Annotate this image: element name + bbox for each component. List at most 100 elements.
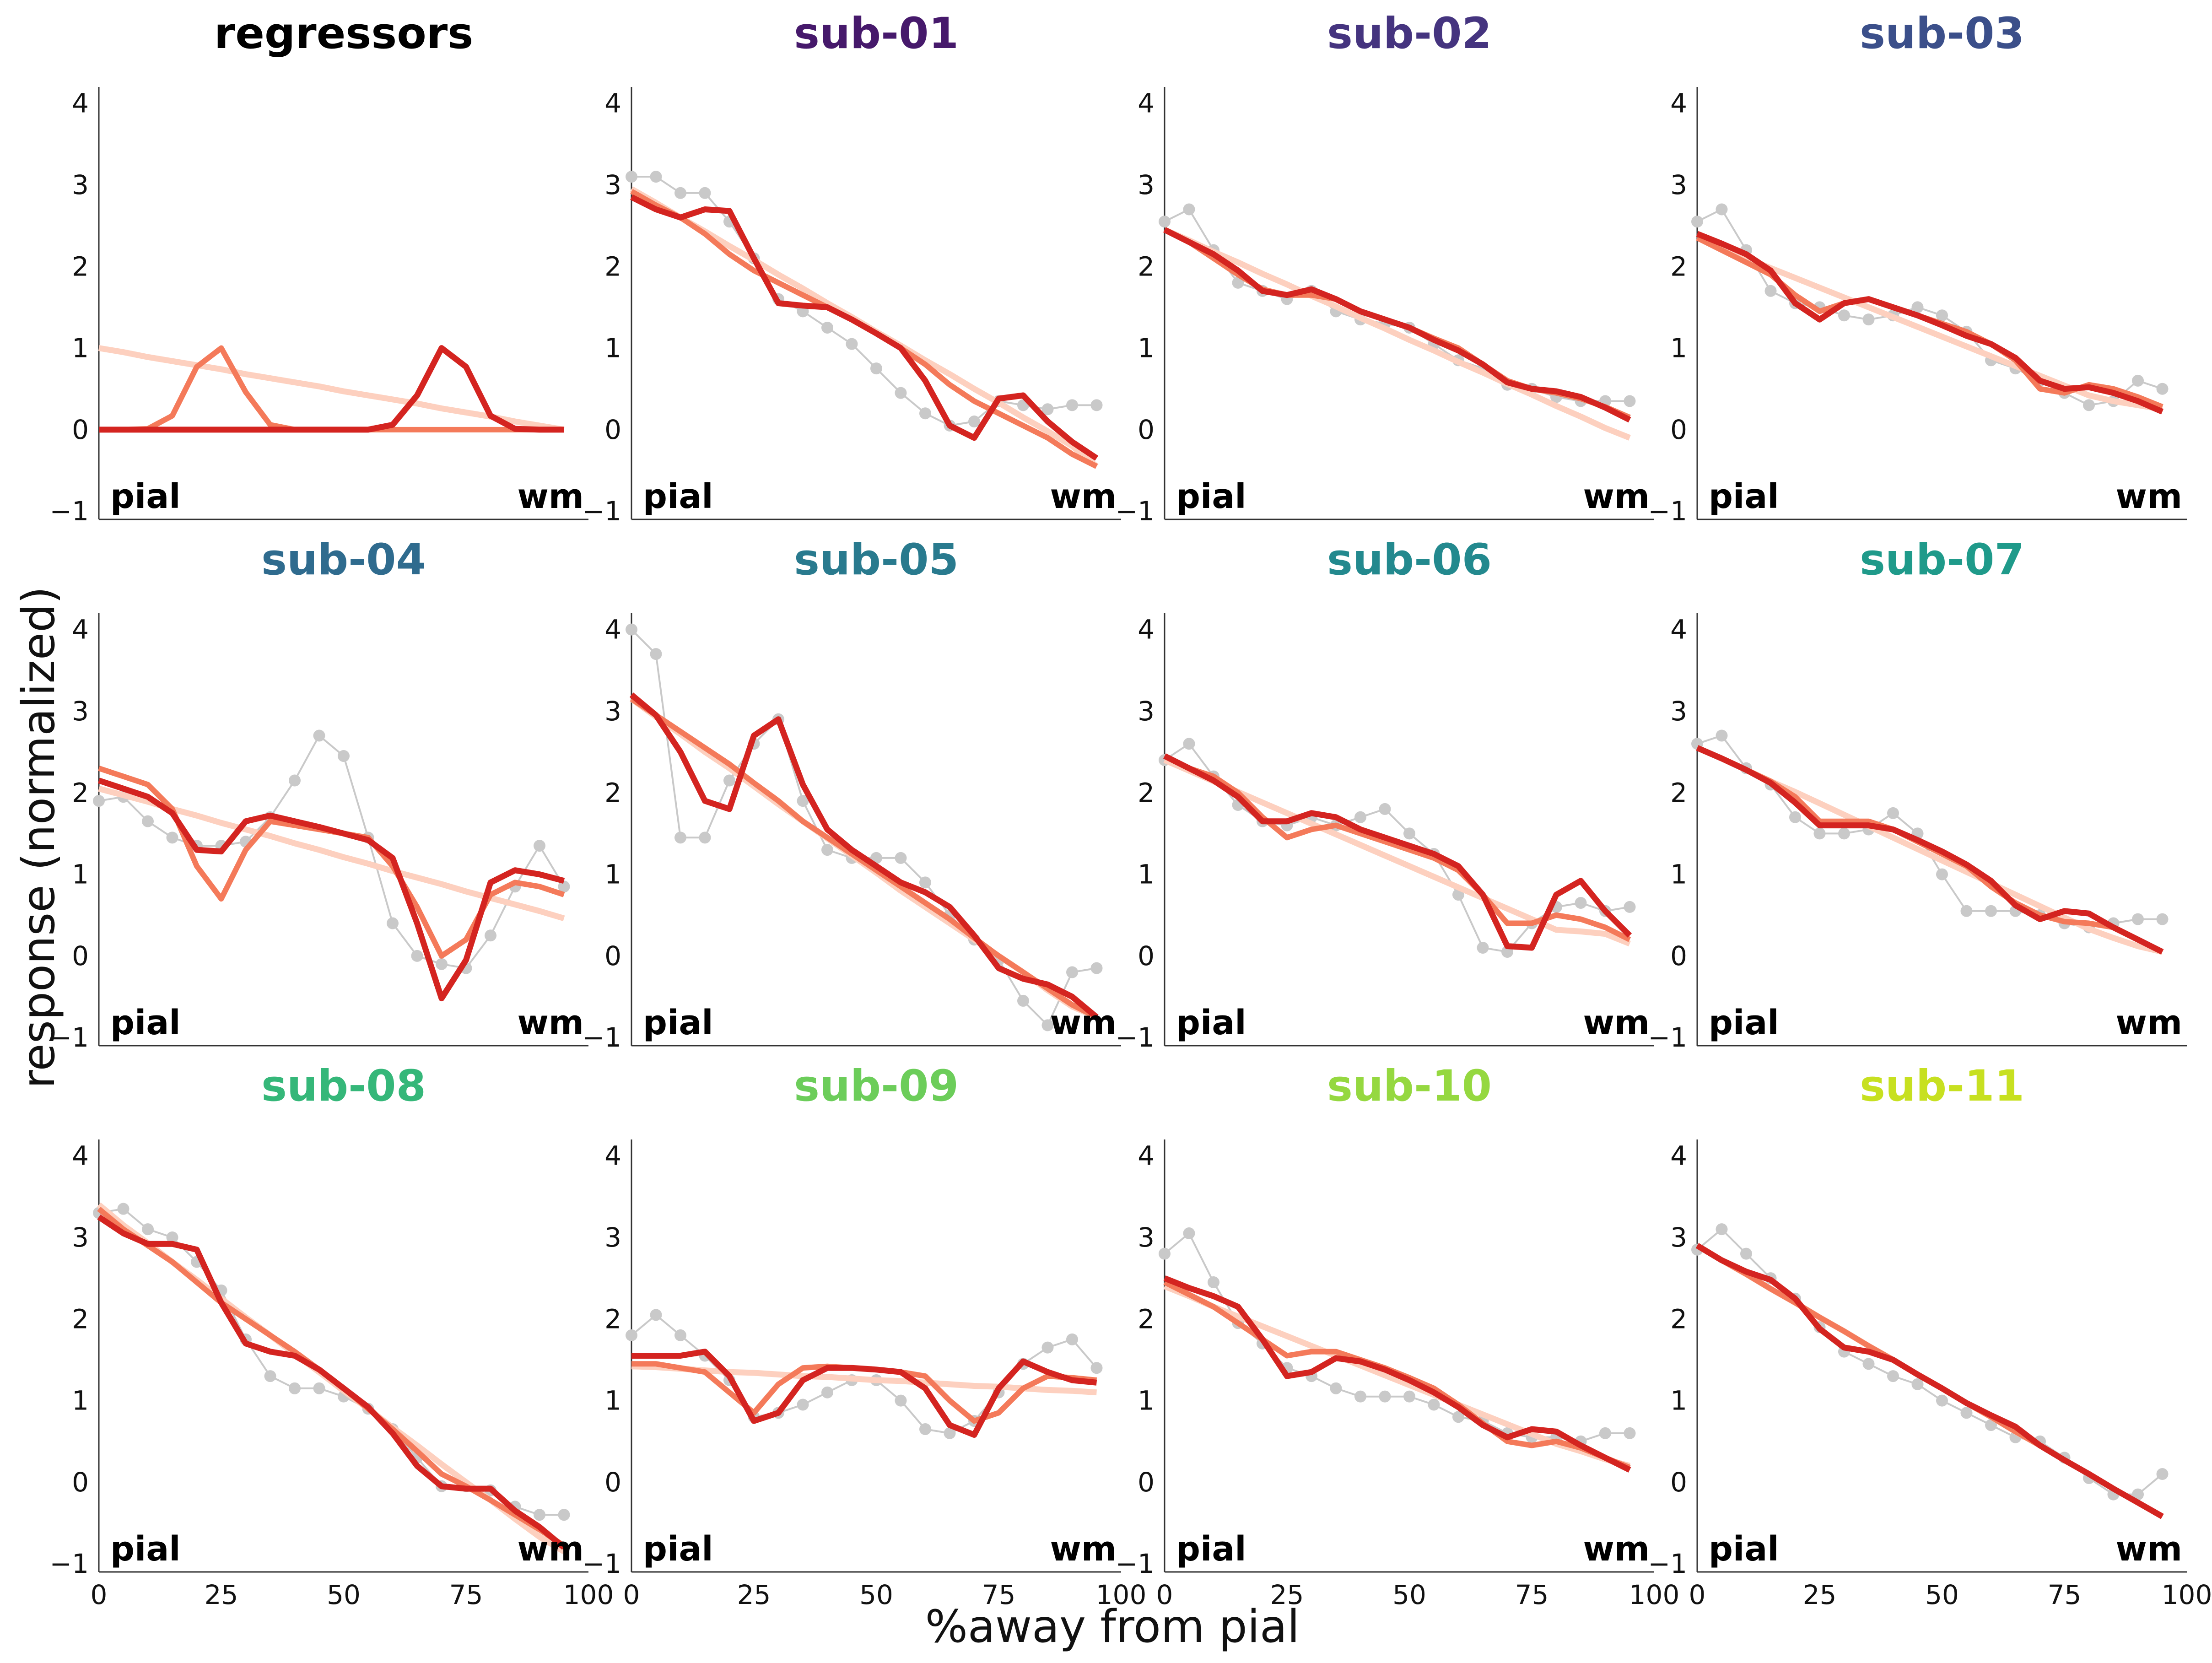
- data-point: [2156, 1468, 2169, 1480]
- data-point: [2156, 913, 2169, 925]
- y-tick-label: 2: [1670, 777, 1687, 808]
- data-point: [558, 1509, 570, 1521]
- data-point: [1716, 729, 1728, 742]
- data-point: [485, 929, 496, 942]
- corner-label-pial: pial: [1709, 477, 1779, 516]
- data-point: [895, 1394, 907, 1407]
- x-tick-label: 100: [1096, 1579, 1147, 1610]
- y-tick-label: 2: [604, 1303, 621, 1334]
- panel-title: regressors: [214, 9, 473, 59]
- corner-label-wm: wm: [2116, 1529, 2182, 1569]
- data-point: [1624, 1427, 1636, 1439]
- corner-label-pial: pial: [643, 1529, 713, 1569]
- data-point: [674, 1329, 686, 1341]
- data-point: [1183, 1227, 1195, 1240]
- series-model3-line: [1696, 231, 2164, 415]
- series-linear-line: [631, 1363, 1097, 1396]
- y-tick-label: −1: [583, 1548, 622, 1579]
- panels-layer: regressors −1 0 1 2 3 4 pial wm sub-01 −1 0 1 2 3 4 pial…: [50, 9, 2212, 1610]
- data-point: [1838, 827, 1850, 840]
- data-point: [1764, 285, 1777, 297]
- data-point: [1354, 1390, 1366, 1403]
- y-tick-label: 3: [604, 696, 621, 727]
- data-point: [2156, 383, 2169, 395]
- y-tick-label: 1: [604, 1385, 621, 1416]
- panel-title: sub-11: [1860, 1061, 2024, 1111]
- series-model3-line: [630, 194, 1099, 461]
- corner-label-pial: pial: [110, 477, 181, 516]
- y-tick-label: 3: [1670, 169, 1687, 200]
- data-point: [289, 774, 301, 787]
- x-tick-label: 75: [982, 1579, 1016, 1610]
- y-tick-label: 1: [1670, 1385, 1687, 1416]
- data-point: [1911, 1378, 1924, 1390]
- y-tick-label: 0: [604, 940, 621, 972]
- corner-label-pial: pial: [1176, 1529, 1246, 1569]
- data-point: [1232, 276, 1244, 289]
- y-tick-label: 1: [1138, 1385, 1155, 1416]
- data-point: [821, 1386, 833, 1398]
- data-point: [1936, 1394, 1948, 1407]
- y-tick-label: 2: [72, 251, 89, 282]
- data-point: [1452, 1411, 1464, 1423]
- corner-label-wm: wm: [518, 477, 584, 516]
- data-point: [797, 1398, 809, 1411]
- series-model3-line: [629, 692, 1099, 1020]
- y-tick-label: 3: [1138, 169, 1155, 200]
- panel-title: sub-01: [794, 9, 959, 59]
- y-tick-label: −1: [1116, 496, 1155, 527]
- y-tick-label: 3: [604, 169, 621, 200]
- y-tick-label: −1: [1648, 496, 1688, 527]
- y-tick-label: 2: [1138, 1303, 1155, 1334]
- corner-label-pial: pial: [110, 1003, 181, 1042]
- y-tick-label: 2: [72, 1303, 89, 1334]
- data-point: [1090, 962, 1103, 974]
- series-linear-line: [1163, 227, 1631, 441]
- y-tick-label: 4: [604, 1140, 621, 1172]
- y-tick-label: 0: [72, 940, 89, 972]
- y-tick-label: 1: [1138, 333, 1155, 364]
- data-point: [1090, 1362, 1103, 1374]
- y-tick-label: 3: [72, 696, 89, 727]
- y-tick-label: 3: [72, 1222, 89, 1253]
- y-tick-label: 3: [72, 169, 89, 200]
- data-point: [1624, 901, 1636, 913]
- x-tick-label: 0: [1156, 1579, 1173, 1610]
- panel-sub-06: sub-06 −1 0 1 2 3 4 pial wm: [1116, 535, 1654, 1053]
- data-point: [1691, 216, 1703, 228]
- corner-label-pial: pial: [643, 1003, 713, 1042]
- y-tick-label: 0: [1670, 414, 1687, 445]
- corner-label-wm: wm: [2116, 1003, 2182, 1042]
- y-tick-label: −1: [50, 1548, 89, 1579]
- data-point: [166, 832, 178, 844]
- y-tick-label: 4: [604, 88, 621, 119]
- data-point: [93, 795, 105, 807]
- series-model3-line: [1163, 753, 1632, 951]
- y-tick-label: 4: [72, 614, 89, 645]
- x-tick-label: 25: [205, 1579, 238, 1610]
- data-point: [1183, 738, 1195, 750]
- y-tick-label: −1: [50, 1022, 89, 1053]
- data-point: [1838, 309, 1850, 322]
- data-point: [558, 880, 570, 893]
- y-tick-label: −1: [1648, 1022, 1688, 1053]
- panel-title: sub-07: [1860, 535, 2024, 585]
- corner-label-wm: wm: [1050, 1529, 1117, 1569]
- data-point: [313, 1382, 325, 1394]
- data-point: [895, 387, 907, 399]
- y-tick-label: 4: [604, 614, 621, 645]
- data-point: [142, 815, 154, 827]
- series-model3-line: [97, 778, 565, 1002]
- y-tick-label: 3: [1670, 696, 1687, 727]
- data-point: [1716, 203, 1728, 216]
- y-tick-label: 1: [1670, 333, 1687, 364]
- data-point: [1789, 811, 1801, 823]
- x-tick-label: 50: [859, 1579, 893, 1610]
- corner-label-wm: wm: [1583, 1003, 1650, 1042]
- data-point: [1066, 1333, 1078, 1345]
- data-point: [1159, 216, 1171, 228]
- y-tick-label: 1: [604, 333, 621, 364]
- corner-label-wm: wm: [1583, 1529, 1650, 1569]
- corner-label-wm: wm: [518, 1529, 584, 1569]
- series-model3-line: [97, 1214, 566, 1550]
